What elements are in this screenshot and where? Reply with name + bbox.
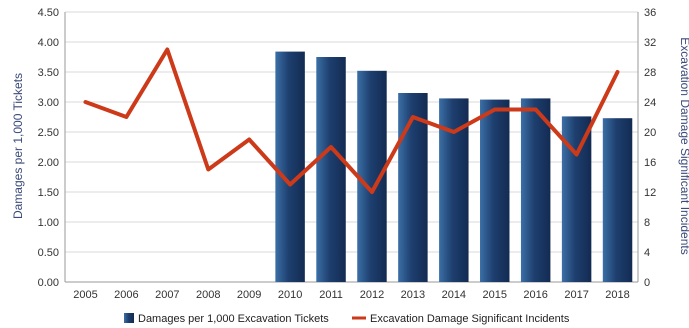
legend: Damages per 1,000 Excavation Tickets Exc… (124, 313, 570, 325)
x-tick-label: 2012 (360, 289, 384, 301)
y2-tick-label: 20 (644, 127, 656, 139)
line-point (575, 153, 579, 156)
x-tick-label: 2018 (605, 289, 629, 301)
legend-label-bar: Damages per 1,000 Excavation Tickets (138, 313, 329, 325)
line-point (616, 70, 620, 74)
y2-tick-label: 4 (644, 247, 650, 259)
y-tick-label: 1.00 (38, 217, 59, 229)
bar (275, 51, 305, 282)
line-point (411, 115, 415, 119)
bar (520, 98, 551, 283)
line-point (370, 190, 374, 194)
line-point (247, 138, 251, 141)
legend-label-line: Excavation Damage Significant Incidents (370, 313, 570, 325)
x-tick-label: 2007 (155, 289, 179, 301)
x-tick-label: 2013 (401, 289, 425, 301)
y2-axis-title: Excavation Damage Significant Incidents (678, 37, 689, 254)
line-point (329, 145, 333, 149)
x-tick-label: 2015 (483, 289, 507, 301)
y2-tick-label: 32 (644, 37, 656, 49)
y-tick-label: 0.00 (38, 277, 59, 289)
y2-tick-label: 8 (644, 217, 650, 229)
x-tick-label: 2006 (114, 289, 138, 301)
y2-tick-label: 28 (644, 67, 656, 79)
x-tick-label: 2017 (564, 289, 588, 301)
y2-tick-label: 0 (644, 277, 650, 289)
y-tick-label: 4.00 (38, 37, 59, 49)
y-tick-label: 3.50 (38, 67, 59, 79)
x-tick-label: 2009 (237, 289, 261, 301)
y-axis-title: Damages per 1,000 Tickets (11, 73, 25, 219)
line-point (288, 183, 292, 186)
y-tick-label: 1.50 (38, 187, 59, 199)
line-series (83, 47, 620, 194)
x-tick-label: 2014 (442, 289, 466, 301)
y-tick-label: 2.00 (38, 157, 59, 169)
y2-tick-label: 12 (644, 187, 656, 199)
y-tick-label: 4.50 (38, 7, 59, 19)
bar (398, 93, 428, 282)
legend-swatch-bar (124, 313, 134, 323)
y-tick-label: 2.50 (38, 127, 59, 139)
line-point (534, 108, 538, 111)
y-tick-label: 0.50 (38, 247, 59, 259)
x-tick-label: 2005 (73, 289, 97, 301)
y2-tick-label: 36 (644, 7, 656, 19)
line-point (124, 115, 128, 119)
line-point (165, 48, 169, 51)
y2-tick-label: 16 (644, 157, 656, 169)
x-tick-label: 2010 (278, 289, 302, 301)
y-tick-label: 3.00 (38, 97, 59, 109)
bar (480, 99, 510, 282)
y2-tick-label: 24 (644, 97, 656, 109)
line-point (493, 108, 497, 111)
line-point (83, 100, 87, 104)
line-point (206, 168, 210, 171)
bar (316, 57, 346, 282)
bar (602, 118, 633, 282)
plot-area: 0.00 0.50 1.00 1.50 2.00 2.50 3.00 3.50 4.00 4.50… (38, 7, 657, 301)
x-tick-label: 2008 (196, 289, 220, 301)
x-tick-label: 2011 (319, 289, 343, 301)
x-tick-label: 2016 (523, 289, 547, 301)
line-point (452, 130, 456, 134)
